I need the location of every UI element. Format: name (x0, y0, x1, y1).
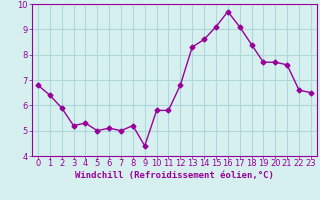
X-axis label: Windchill (Refroidissement éolien,°C): Windchill (Refroidissement éolien,°C) (75, 171, 274, 180)
